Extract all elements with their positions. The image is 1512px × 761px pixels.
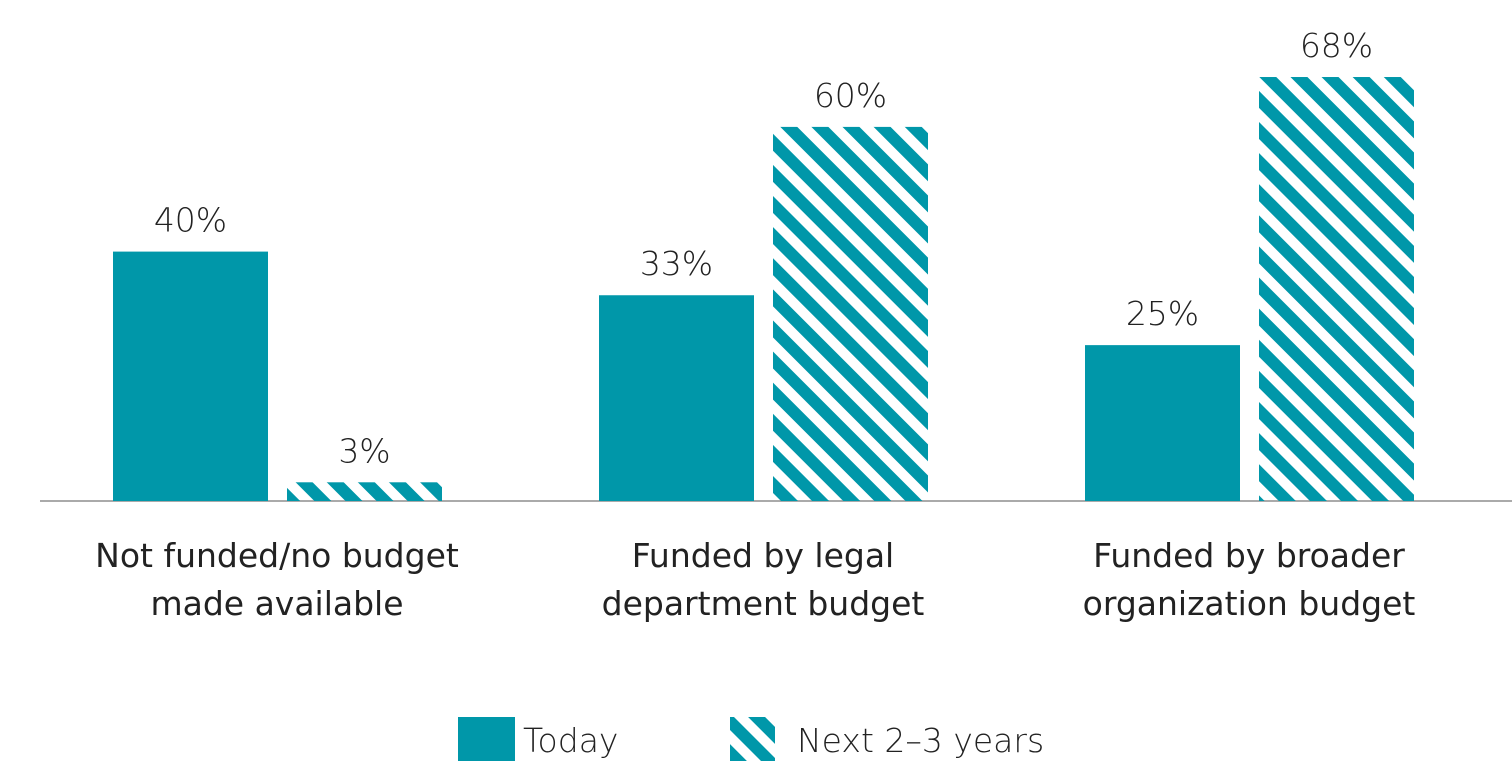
bar xyxy=(1259,77,1414,502)
bar xyxy=(773,126,928,502)
legend-swatch xyxy=(730,717,775,761)
bar xyxy=(287,482,442,501)
bar xyxy=(599,295,754,501)
data-label: 33% xyxy=(640,244,713,283)
data-label: 60% xyxy=(814,76,887,115)
data-label: 40% xyxy=(154,201,227,240)
legend-label: Next 2–3 years xyxy=(797,721,1044,760)
x-tick-label: Funded by broader organization budget xyxy=(1082,536,1416,623)
data-label: 25% xyxy=(1126,294,1199,333)
data-label: 3% xyxy=(338,431,390,470)
x-tick-label: Not funded/no budget made available xyxy=(95,536,459,623)
bar xyxy=(113,251,268,501)
data-label: 68% xyxy=(1300,26,1373,65)
x-tick-label: Funded by legal department budget xyxy=(601,536,925,623)
bar xyxy=(1085,345,1240,501)
legend-swatch xyxy=(458,717,515,761)
legend-label: Today xyxy=(523,721,618,760)
